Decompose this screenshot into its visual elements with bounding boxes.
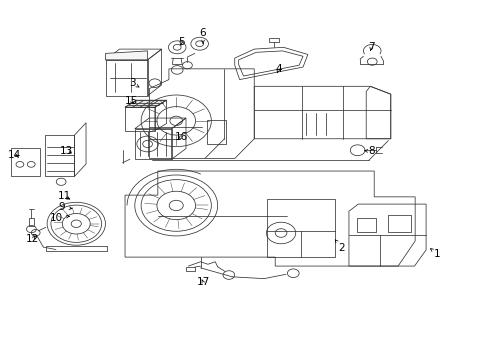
Text: 4: 4 — [275, 64, 282, 74]
Text: 14: 14 — [8, 150, 21, 160]
Text: 7: 7 — [367, 42, 374, 52]
Text: 3: 3 — [129, 78, 139, 88]
Text: 17: 17 — [196, 277, 209, 287]
Text: 15: 15 — [124, 96, 138, 106]
Bar — [268, 38, 278, 42]
Text: 10: 10 — [50, 213, 69, 222]
Bar — [356, 219, 375, 232]
Bar — [386, 215, 410, 232]
Bar — [11, 148, 40, 176]
Text: 16: 16 — [174, 132, 187, 142]
Text: 2: 2 — [335, 240, 345, 253]
Bar — [266, 199, 335, 257]
Text: 12: 12 — [26, 234, 39, 244]
Text: 13: 13 — [60, 146, 73, 156]
Text: 1: 1 — [429, 248, 440, 258]
Polygon shape — [125, 100, 166, 107]
Text: 9: 9 — [58, 202, 72, 212]
Bar — [46, 246, 106, 251]
Bar — [207, 120, 226, 144]
Bar — [185, 267, 194, 271]
Text: 8: 8 — [364, 146, 374, 156]
Text: 5: 5 — [178, 37, 184, 47]
Bar — [29, 219, 34, 226]
Text: 11: 11 — [58, 191, 71, 201]
Text: 6: 6 — [199, 28, 206, 44]
Polygon shape — [105, 51, 147, 60]
